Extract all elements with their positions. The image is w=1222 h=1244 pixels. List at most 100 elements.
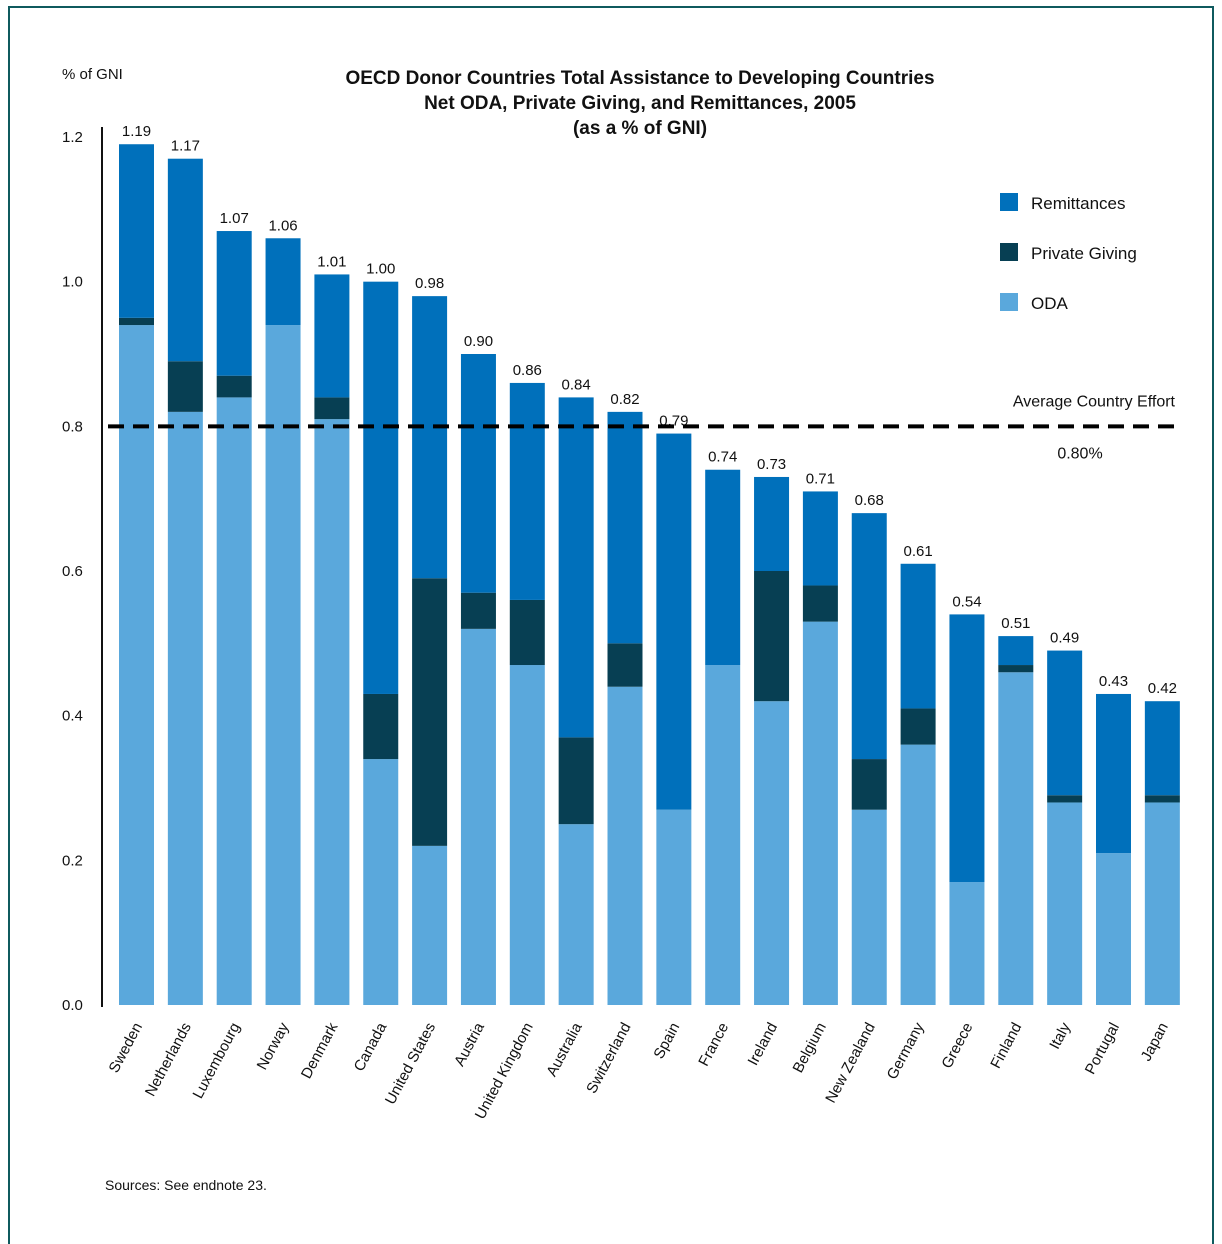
bar-total-label: 0.84 <box>562 376 591 393</box>
bar-total-label: 1.19 <box>122 123 151 140</box>
x-tick-label: Germany <box>884 1019 928 1082</box>
x-tick-label: Sweden <box>106 1020 146 1076</box>
bar-oda-united-kingdom <box>509 665 545 1005</box>
legend-swatch-oda <box>1000 293 1018 311</box>
bar-total-label: 1.07 <box>220 210 249 227</box>
bar-total-label: 1.06 <box>268 217 297 234</box>
bar-oda-sweden <box>119 325 154 1006</box>
bar-remittances-denmark <box>314 274 350 398</box>
legend-label-oda: ODA <box>1031 294 1069 313</box>
legend-label-private-giving: Private Giving <box>1031 244 1137 263</box>
bar-remittances-belgium <box>802 491 838 586</box>
bar-total-label: 1.01 <box>317 253 346 270</box>
bar-oda-norway <box>265 325 301 1006</box>
x-tick-label: Austria <box>451 1019 488 1069</box>
bar-total-label: 1.00 <box>366 261 395 278</box>
bar-private-giving-united-kingdom <box>509 599 545 666</box>
x-tick-label: United States <box>382 1020 439 1108</box>
y-axis-label: % of GNI <box>62 66 123 83</box>
x-tick-label: Spain <box>650 1020 683 1062</box>
average-effort-value: 0.80% <box>1057 445 1102 462</box>
bar-total-label: 0.49 <box>1050 630 1079 647</box>
bar-oda-finland <box>998 672 1034 1005</box>
bar-oda-ireland <box>754 701 790 1005</box>
x-tick-label: France <box>695 1020 732 1069</box>
bar-oda-united-states <box>412 845 448 1005</box>
bar-total-label: 1.17 <box>171 138 200 155</box>
source-note: Sources: See endnote 23. <box>105 1177 267 1193</box>
bar-remittances-australia <box>558 397 594 738</box>
x-tick-label: Greece <box>938 1020 976 1071</box>
bar-private-giving-sweden <box>119 317 154 326</box>
bar-total-label: 0.71 <box>806 470 835 487</box>
bar-private-giving-italy <box>1047 795 1083 803</box>
bar-remittances-spain <box>656 433 692 810</box>
bar-oda-portugal <box>1096 853 1131 1005</box>
bar-oda-austria <box>460 628 496 1005</box>
x-tick-label: Netherlands <box>142 1020 195 1099</box>
x-tick-label: Ireland <box>745 1020 782 1068</box>
x-tick-label: Switzerland <box>583 1020 634 1096</box>
x-tick-label: Canada <box>351 1019 391 1074</box>
average-effort-label: Average Country Effort <box>1013 393 1176 410</box>
bar-oda-japan <box>1144 802 1180 1005</box>
bar-total-label: 0.90 <box>464 333 493 350</box>
bar-total-label: 0.51 <box>1001 615 1030 632</box>
y-tick-label: 0.4 <box>62 708 83 725</box>
bar-total-label: 0.86 <box>513 362 542 379</box>
bar-remittances-netherlands <box>167 158 203 362</box>
bar-remittances-finland <box>998 636 1034 666</box>
x-tick-label: Denmark <box>298 1019 342 1081</box>
bar-oda-spain <box>656 809 692 1005</box>
bar-total-label: 0.42 <box>1148 680 1177 697</box>
bar-remittances-norway <box>265 238 301 326</box>
bar-oda-france <box>705 665 741 1005</box>
bar-total-label: 0.54 <box>952 593 981 610</box>
bar-remittances-luxembourg <box>216 231 252 376</box>
bar-private-giving-austria <box>460 592 496 629</box>
bar-remittances-ireland <box>754 476 790 571</box>
y-tick-label: 0.8 <box>62 418 83 435</box>
chart-title-line-2: Net ODA, Private Giving, and Remittances… <box>424 93 856 114</box>
x-tick-label: Finland <box>987 1020 1025 1071</box>
bar-remittances-united-states <box>412 296 448 579</box>
bar-total-label: 0.43 <box>1099 673 1128 690</box>
y-tick-label: 1.0 <box>62 274 83 291</box>
bar-oda-switzerland <box>607 686 643 1005</box>
x-tick-label: Norway <box>254 1019 293 1072</box>
bar-oda-germany <box>900 744 936 1005</box>
bar-oda-new-zealand <box>851 809 887 1005</box>
bar-private-giving-japan <box>1144 795 1180 803</box>
x-tick-label: New Zealand <box>822 1020 879 1106</box>
bar-remittances-sweden <box>119 144 154 318</box>
bar-oda-italy <box>1047 802 1083 1005</box>
bar-remittances-greece <box>949 614 985 883</box>
y-tick-label: 0.6 <box>62 563 83 580</box>
bar-total-label: 0.98 <box>415 275 444 292</box>
bar-private-giving-denmark <box>314 397 350 420</box>
bar-private-giving-switzerland <box>607 643 643 687</box>
x-tick-label: Japan <box>1138 1020 1172 1064</box>
bar-total-label: 0.61 <box>903 543 932 560</box>
x-tick-label: Portugal <box>1082 1020 1123 1077</box>
bar-private-giving-germany <box>900 708 936 745</box>
bar-oda-australia <box>558 824 594 1005</box>
bar-remittances-japan <box>1144 701 1180 796</box>
x-tick-label: Australia <box>543 1019 586 1079</box>
legend-swatch-remittances <box>1000 193 1018 211</box>
bar-private-giving-netherlands <box>167 361 203 412</box>
bar-private-giving-united-states <box>412 578 448 846</box>
x-tick-label: Luxembourg <box>190 1020 244 1102</box>
y-tick-label: 0.2 <box>62 852 83 869</box>
bar-total-label: 0.68 <box>855 492 884 509</box>
bar-remittances-italy <box>1047 650 1083 796</box>
bar-oda-canada <box>363 759 399 1005</box>
bar-oda-luxembourg <box>216 397 252 1005</box>
bar-oda-denmark <box>314 419 350 1006</box>
bar-remittances-switzerland <box>607 411 643 644</box>
bar-oda-belgium <box>802 621 838 1005</box>
bar-oda-greece <box>949 882 985 1005</box>
bar-remittances-canada <box>363 281 399 694</box>
bar-private-giving-belgium <box>802 585 838 622</box>
chart-title-line-1: OECD Donor Countries Total Assistance to… <box>345 68 934 89</box>
